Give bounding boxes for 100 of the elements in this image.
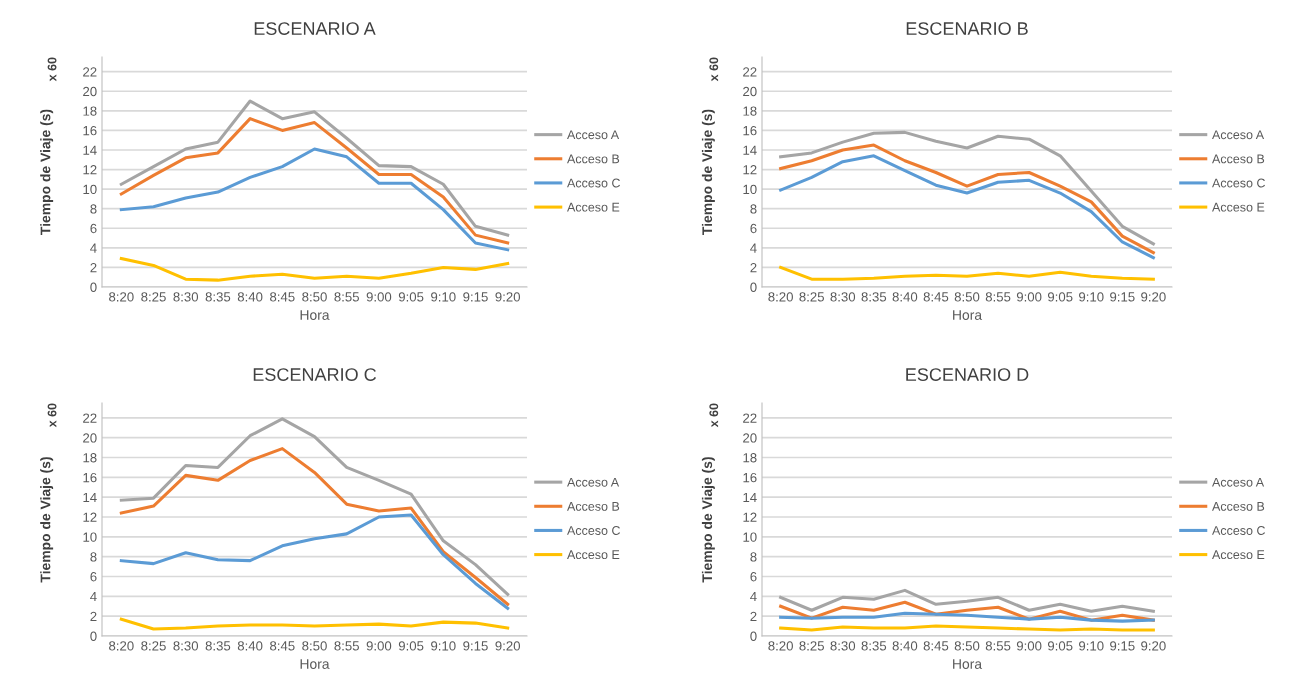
chart-title: ESCENARIO A [254,22,376,35]
x-tick-label: 8:20 [768,641,793,651]
x-tick-label: 9:00 [366,292,392,302]
y-tick-label: 4 [750,243,757,253]
line-series [119,617,510,631]
y-tick-label: 6 [90,572,97,582]
legend-label: Acceso B [1212,154,1265,164]
x-tick-label: 8:50 [302,292,327,302]
line-series [779,265,1155,281]
y-tick-label: 22 [743,67,757,77]
x-tick-label: 8:50 [954,292,980,302]
legend-label: Acceso A [567,477,620,487]
y-tick-label: 18 [743,106,757,116]
y-axis-title: Tiempo de Viaje (s) [701,457,715,583]
y-tick-label: 2 [750,611,757,621]
x-tick-label: 8:40 [237,292,263,302]
y-tick-label: 14 [83,145,97,155]
line-series [119,417,510,596]
x-tick-label: 8:30 [173,292,199,302]
line-series [779,611,1155,623]
x-tick-label: 9:20 [495,641,521,651]
x-tick-label: 9:00 [1016,292,1042,302]
x-tick-label: 9:00 [366,641,392,651]
line-series [779,588,1155,613]
x-tick-label: 9:05 [398,641,424,651]
x-tick-label: 8:45 [923,292,949,302]
x-tick-label: 8:45 [923,641,949,651]
y-tick-label: 12 [83,165,97,175]
y-tick-label: 4 [90,592,97,602]
x-tick-label: 8:25 [799,641,824,651]
y-axis-title: Tiempo de Viaje (s) [40,109,54,235]
chart-title: ESCENARIO C [253,368,377,381]
y-axis-title: Tiempo de Viaje (s) [701,109,715,235]
text: x 60 [709,403,719,428]
y-tick-label: 22 [743,413,757,423]
x-tick-label: 9:15 [1110,292,1135,302]
legend-label: Acceso E [567,202,620,212]
x-tick-label: 9:15 [1110,641,1135,651]
y-tick-label: 0 [750,282,757,292]
y-tick-label: 10 [83,184,97,195]
y-tick-label: 16 [743,125,757,136]
y-tick-label: 20 [743,433,757,443]
y-tick-label: 18 [83,106,97,116]
line-series [119,117,510,245]
y-tick-label: 4 [90,243,97,253]
y-tick-label: 0 [750,631,757,641]
x-tick-label: 8:55 [334,641,359,651]
y-tick-label: 4 [750,592,757,602]
line-series [119,513,510,610]
y-tick-label: 8 [750,552,757,562]
x-tick-label: 8:25 [141,292,166,302]
y-tick-label: 8 [90,552,97,562]
x-tick-label: 8:55 [334,292,359,302]
y-tick-label: 0 [90,631,97,641]
y-tick-label: 6 [90,223,97,234]
y-tick-label: 18 [743,453,757,463]
y-tick-label: 20 [743,86,757,97]
legend-label: Acceso E [1212,202,1265,212]
y-tick-label: 10 [83,532,97,542]
line-series [119,147,510,252]
x-tick-label: 9:05 [398,292,424,302]
x-tick-label: 9:05 [1047,641,1073,651]
y-tick-label: 2 [90,262,97,273]
chart-title: ESCENARIO B [906,22,1028,35]
legend-label: Acceso B [1212,502,1265,511]
x-tick-label: 8:35 [205,641,231,651]
y-tick-label: 18 [83,453,97,463]
y-tick-label: 14 [83,492,97,502]
x-tick-label: 8:25 [799,292,824,302]
x-tick-label: 8:40 [892,641,918,651]
x-axis-title: Hora [300,659,330,669]
x-axis-title: Hora [953,310,983,320]
legend-label: Acceso E [1212,550,1265,560]
x-tick-label: 8:50 [302,641,327,651]
x-tick-label: 8:35 [861,292,887,302]
y-tick-label: 14 [743,492,757,502]
line-series [779,130,1155,246]
x-tick-label: 9:15 [463,641,488,651]
legend-label: Acceso B [567,502,620,511]
legend-label: Acceso C [567,178,621,188]
legend-label: Acceso A [1212,130,1265,140]
legend-label: Acceso C [1212,526,1266,535]
legend-label: Acceso B [567,154,620,164]
text: x 60 [47,57,57,82]
y-tick-label: 22 [83,413,97,423]
x-tick-label: 8:35 [861,641,887,651]
y-tick-label: 14 [743,145,757,155]
legend-label: Acceso A [567,130,620,140]
x-tick-label: 9:10 [1079,641,1104,651]
y-tick-label: 6 [750,223,757,234]
x-tick-label: 8:50 [954,641,980,651]
y-tick-label: 20 [83,433,97,443]
legend-label: Acceso E [567,550,620,560]
line-series [119,447,510,606]
legend-label: Acceso C [567,526,621,535]
y-tick-label: 12 [743,165,757,175]
legend-label: Acceso C [1212,178,1266,188]
x-axis-title: Hora [953,659,983,669]
y-tick-label: 20 [83,86,97,97]
y-tick-label: 16 [83,125,97,136]
